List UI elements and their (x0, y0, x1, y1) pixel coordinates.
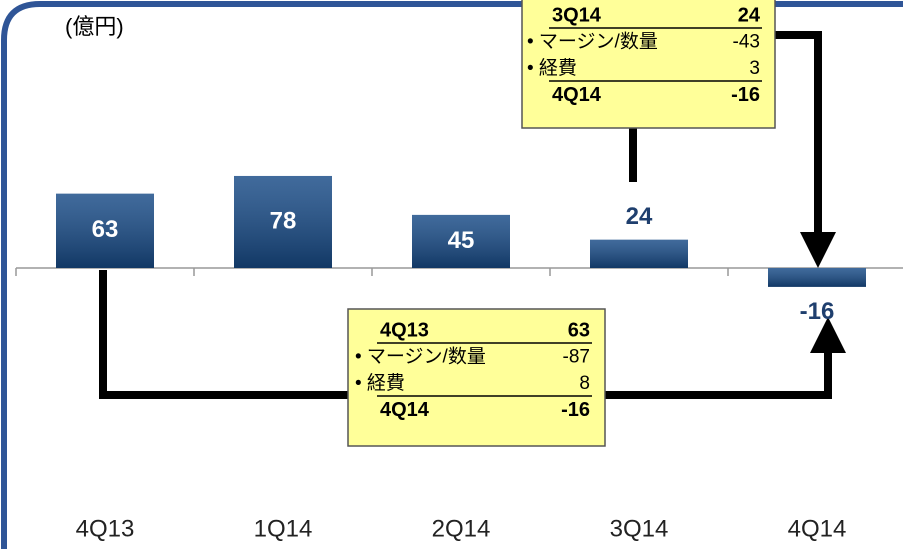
annotation-value: 24 (738, 4, 761, 26)
x-tick-label: 3Q14 (610, 515, 669, 542)
annotation-value: -16 (731, 84, 760, 106)
value-label: 78 (270, 207, 297, 234)
bar (768, 268, 866, 287)
annotation-label: • 経費 (527, 57, 577, 79)
annotation-label: 4Q13 (380, 319, 429, 341)
annotation-value: 8 (579, 373, 590, 394)
annotation-value: -87 (563, 347, 590, 368)
annotation-box (347, 308, 606, 447)
x-tick-label: 1Q14 (254, 515, 313, 542)
annotation-label: • マージン/数量 (527, 31, 658, 53)
axis-ticks (15, 268, 729, 276)
annotation-box (521, 0, 776, 129)
x-tick-label: 4Q14 (788, 515, 847, 542)
annotation-value: -16 (561, 399, 590, 421)
annotation-label: 4Q14 (380, 399, 430, 421)
value-label: 63 (92, 216, 119, 243)
x-tick-label: 4Q13 (76, 515, 135, 542)
annotation-value: 3 (749, 58, 760, 79)
annotation-value: 63 (568, 319, 590, 341)
annotation-label: 3Q14 (552, 4, 602, 26)
value-label: 24 (626, 203, 653, 230)
annotation-label: • 経費 (355, 372, 405, 394)
value-label: -16 (800, 298, 835, 325)
bar (590, 239, 688, 268)
connectors (99, 31, 846, 399)
unit-label: (億円) (65, 14, 124, 39)
value-label: 45 (448, 227, 475, 254)
x-tick-label: 2Q14 (432, 515, 491, 542)
annotation-label: 4Q14 (552, 84, 602, 106)
annotation-value: -43 (733, 32, 760, 53)
annotation-label: • マージン/数量 (355, 346, 486, 368)
